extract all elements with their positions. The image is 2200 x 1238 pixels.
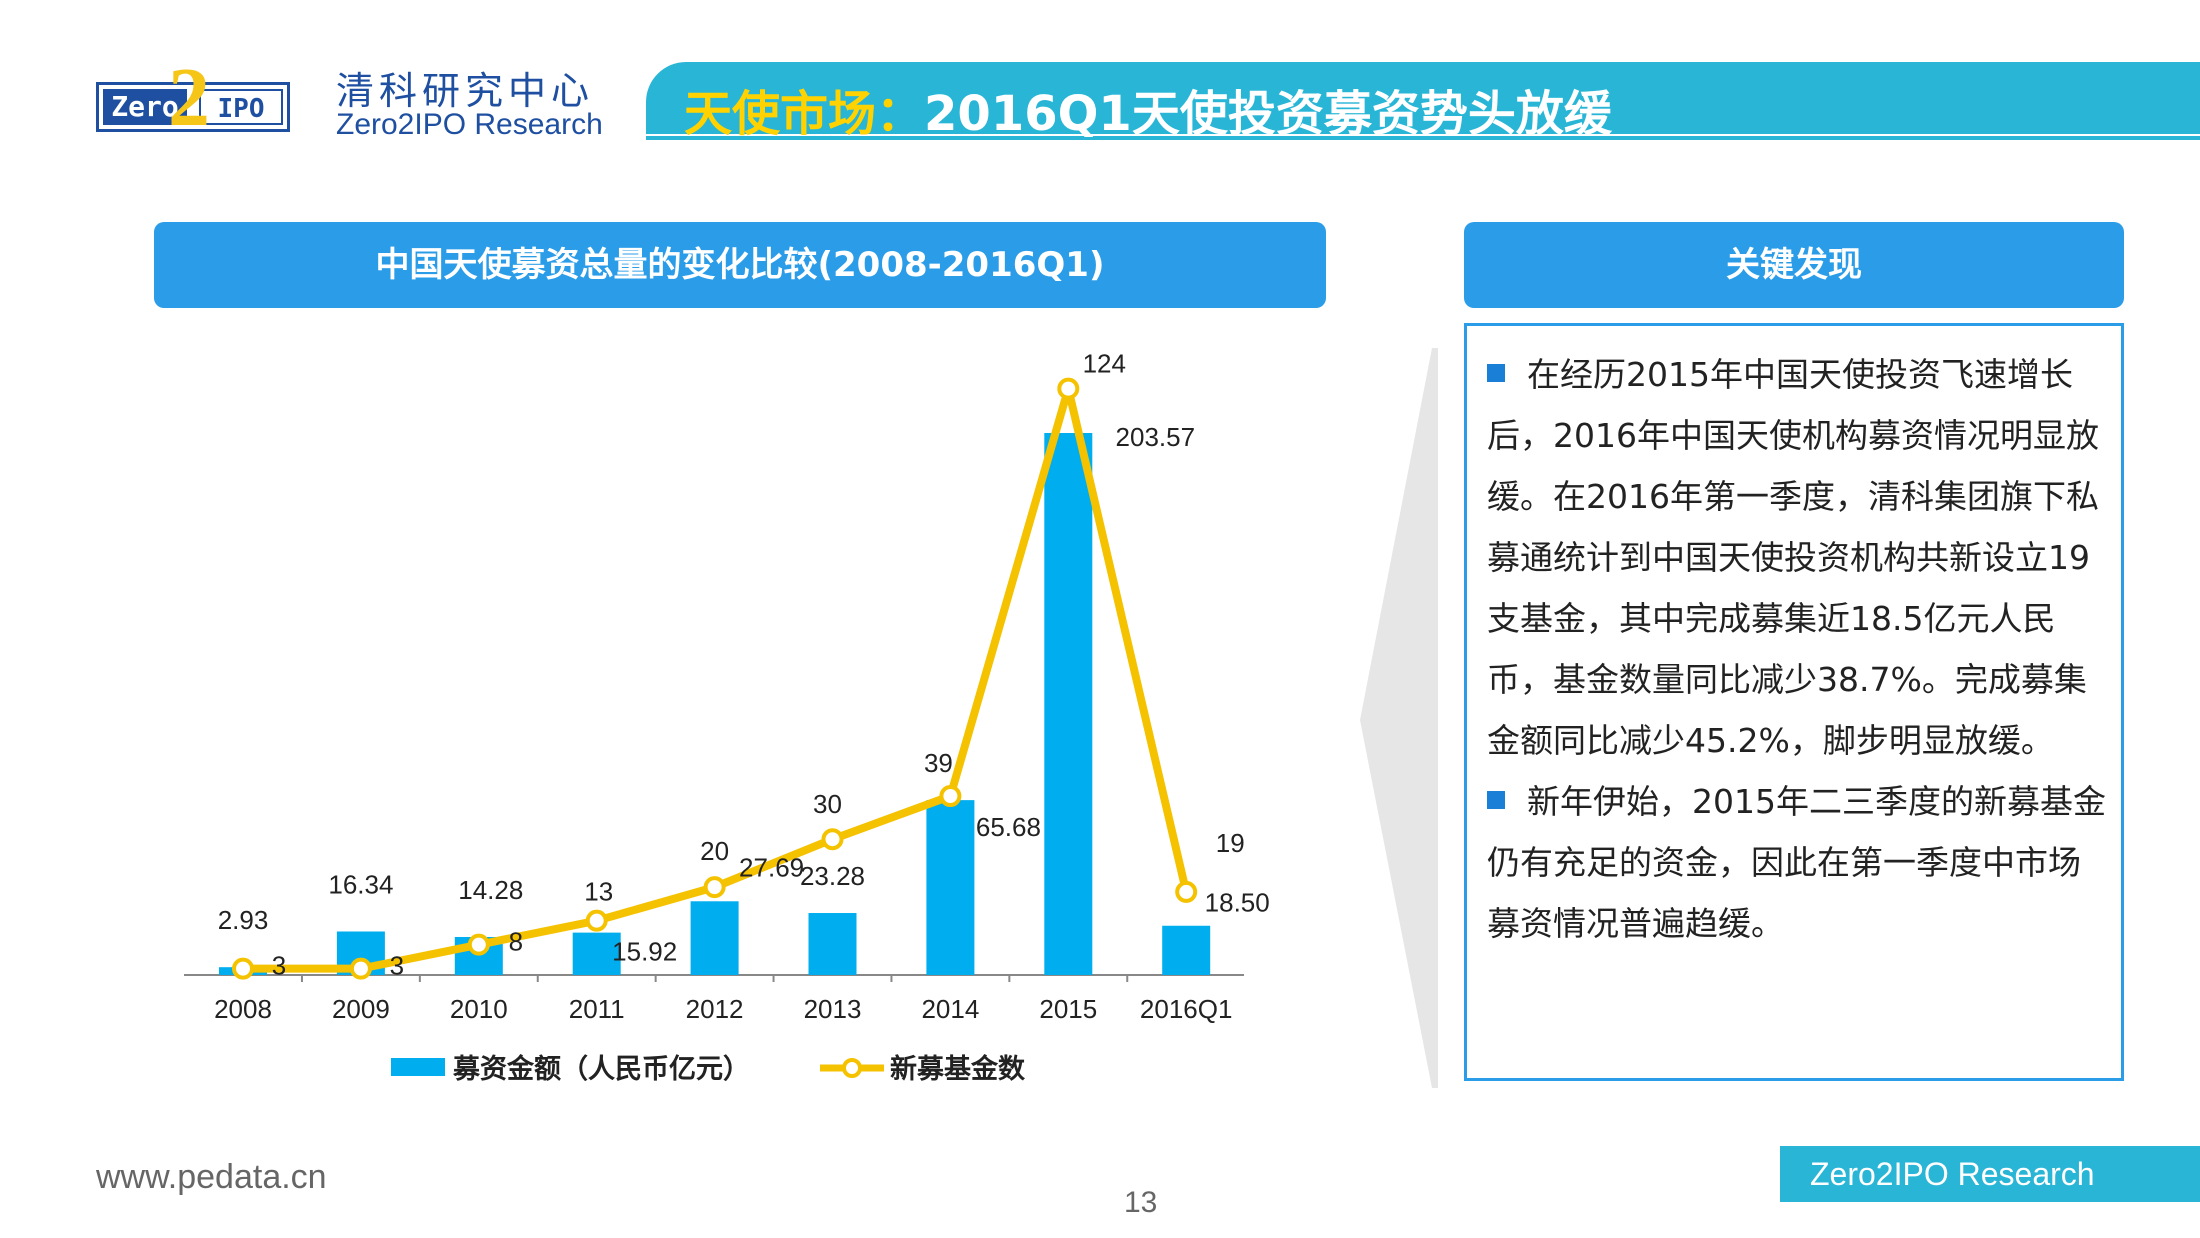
legend: 募资金额（人民币亿元） 新募基金数 [391,1053,1026,1084]
bar-label-2010: 14.28 [458,875,523,905]
bar-label-2016Q1: 18.50 [1205,888,1270,918]
findings-header: 关键发现 [1464,222,2124,308]
finding-paragraph-1: 在经历2015年中国天使投资飞速增长后，2016年中国天使机构募资情况明显放缓。… [1487,344,2107,771]
page-title-main: 2016Q1天使投资募资势头放缓 [924,86,1612,142]
footer-url: www.pedata.cn [96,1158,327,1196]
x-label-2016Q1: 2016Q1 [1140,994,1233,1024]
bar-2015 [1044,433,1093,975]
bar-label-2014: 65.68 [976,812,1041,842]
line-label-2009: 3 [390,951,404,981]
line-label-2016Q1: 19 [1216,828,1245,858]
title-bar [646,62,2200,134]
line-marker-2014 [939,785,962,808]
x-label-2010: 2010 [450,994,508,1024]
finding-text-1: 在经历2015年中国天使投资飞速增长后，2016年中国天使机构募资情况明显放缓。… [1487,355,2099,760]
x-label-2013: 2013 [804,994,862,1024]
bar-series [219,433,1211,975]
line-label-2013: 30 [813,789,842,819]
bar-label-2011: 15.92 [612,937,677,967]
brand-name-en: Zero2IPO Research [336,108,603,141]
page-title-accent: 天使市场： [684,86,925,142]
line-label-2014: 39 [924,748,953,778]
bar-2011 [572,932,621,975]
page-number: 13 [1124,1186,1158,1219]
bar-2014 [926,800,975,975]
legend-line-label: 新募基金数 [890,1053,1026,1084]
line-label-2011: 13 [584,877,613,907]
title-underline [646,136,2200,140]
bar-label-2015: 203.57 [1116,422,1196,452]
bar-label-2013: 23.28 [800,861,865,891]
line-marker-2012 [703,876,726,899]
line-marker-2009 [349,957,372,980]
x-label-2009: 2009 [332,994,390,1024]
x-axis-ticks [300,975,1129,982]
legend-bar-label: 募资金额（人民币亿元） [452,1053,750,1084]
line-marker-2013 [821,828,844,851]
zero2ipo-logo: Zero IPO [96,82,290,132]
bar-2016Q1 [1162,925,1211,975]
line-series-markers [232,377,1198,980]
bar-2012 [690,901,739,975]
legend-line-marker [842,1058,862,1078]
square-bullet-icon [1487,364,1505,382]
square-bullet-icon [1487,791,1505,809]
logo-zero-text: Zero [103,89,187,125]
line-label-2010: 8 [509,927,523,957]
line-label-2015: 124 [1083,349,1126,379]
x-label-2012: 2012 [686,994,744,1024]
line-data-labels: 3 3 8 13 20 30 39 124 19 [272,349,1245,981]
finding-text-2: 新年伊始，2015年二三季度的新募基金仍有充足的资金，因此在第一季度中市场募资情… [1487,782,2106,943]
bar-label-2008: 2.93 [218,905,269,935]
findings-box: 在经历2015年中国天使投资飞速增长后，2016年中国天使机构募资情况明显放缓。… [1464,323,2124,1081]
line-label-2008: 3 [272,951,286,981]
brand-name-cn: 清科研究中心 [336,69,595,113]
finding-paragraph-2: 新年伊始，2015年二三季度的新募基金仍有充足的资金，因此在第一季度中市场募资情… [1487,771,2107,954]
logo-ipo-text: IPO [199,89,283,125]
line-label-2012: 20 [700,836,729,866]
x-label-2014: 2014 [921,994,979,1024]
logo-two-glyph: 2 [168,51,210,144]
x-label-2008: 2008 [214,994,272,1024]
line-marker-2015 [1057,377,1080,400]
legend-bar-swatch [391,1058,445,1076]
chevron-shape [1360,348,1438,1088]
line-marker-2010 [467,933,490,956]
x-label-2011: 2011 [569,994,625,1024]
pointer-chevron [1360,348,1438,1088]
line-marker-2016Q1 [1175,880,1198,903]
line-marker-2008 [232,957,254,980]
bar-label-2009: 16.34 [328,869,393,899]
chart-panel-header: 中国天使募资总量的变化比较(2008-2016Q1) [154,222,1326,308]
footer-brand: Zero2IPO Research [1780,1146,2200,1202]
page-title: 天使市场：2016Q1天使投资募资势头放缓 [684,74,1612,144]
findings-text: 在经历2015年中国天使投资飞速增长后，2016年中国天使机构募资情况明显放缓。… [1487,344,2107,954]
bar-label-2012: 27.69 [739,852,804,882]
bar-2013 [808,913,857,975]
line-marker-2011 [585,909,608,932]
x-axis-labels: 2008 2009 2010 2011 2012 2013 2014 2015 2016Q1 [214,994,1232,1024]
x-label-2015: 2015 [1039,994,1097,1024]
